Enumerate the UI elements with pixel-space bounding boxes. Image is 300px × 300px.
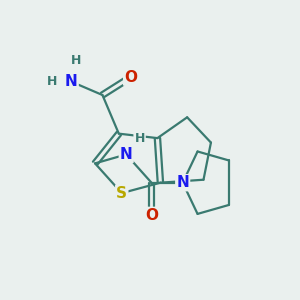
Text: H: H [47,75,57,88]
Text: H: H [134,132,145,145]
Text: O: O [124,70,137,85]
Text: H: H [70,54,81,67]
Text: S: S [116,186,127,201]
Text: N: N [176,175,189,190]
Text: O: O [145,208,158,223]
Text: N: N [120,147,133,162]
Text: N: N [65,74,78,89]
